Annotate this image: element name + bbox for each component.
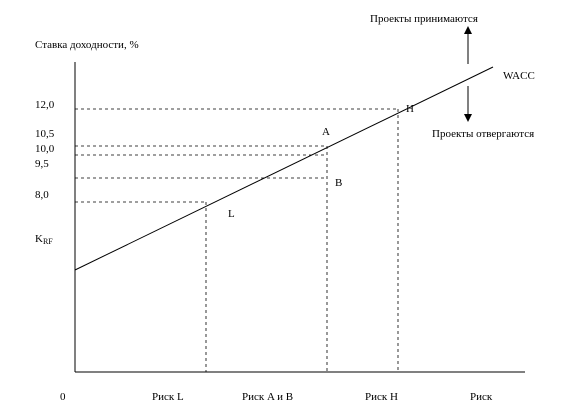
y-label: 10,0: [35, 143, 55, 155]
krf-label: KRF: [35, 233, 53, 246]
note-rejected: Проекты отвергаются: [432, 128, 534, 140]
point-label: A: [322, 126, 330, 138]
y-label: 8,0: [35, 189, 49, 201]
y-label: 9,5: [35, 158, 49, 170]
x-label: Риск A и B: [242, 391, 293, 403]
y-title: Ставка доходности, %: [35, 39, 139, 51]
point-label: L: [228, 208, 235, 220]
point-label: H: [406, 103, 414, 115]
note-accepted: Проекты принимаются: [370, 13, 478, 25]
point-label: B: [335, 177, 342, 189]
wacc-label: WACC: [503, 70, 535, 82]
wacc-line: [74, 66, 494, 271]
x-label: Риск L: [152, 391, 184, 403]
y-label: 12,0: [35, 99, 55, 111]
origin-label: 0: [60, 391, 66, 403]
x-label: Риск H: [365, 391, 398, 403]
x-label: Риск: [470, 391, 493, 403]
y-label: 10,5: [35, 128, 55, 140]
